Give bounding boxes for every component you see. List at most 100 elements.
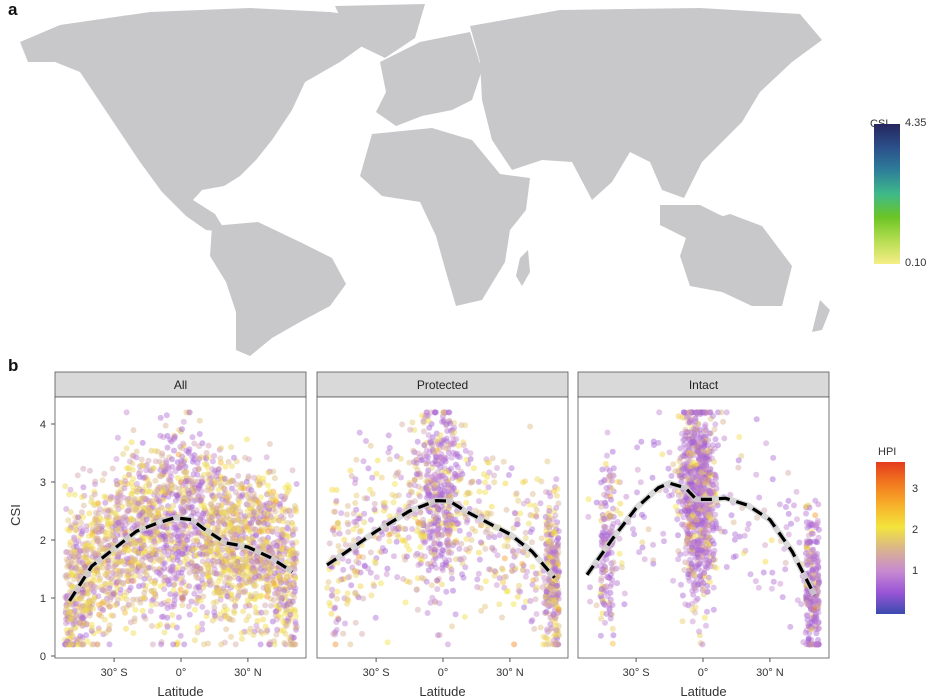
data-point — [98, 613, 105, 620]
data-point — [228, 633, 234, 640]
csi-legend-min: 0.10 — [905, 257, 927, 269]
data-point — [269, 493, 276, 500]
data-point — [703, 622, 709, 629]
data-point — [368, 592, 375, 599]
data-point — [83, 554, 90, 561]
data-point — [292, 621, 299, 627]
data-point — [272, 590, 278, 597]
data-point — [168, 473, 175, 480]
data-point — [537, 624, 544, 631]
data-point — [661, 538, 667, 545]
land-australia — [680, 214, 792, 306]
data-point — [71, 615, 78, 622]
data-point — [248, 557, 255, 564]
data-point — [505, 472, 512, 478]
data-point — [93, 584, 100, 591]
data-point — [386, 531, 393, 538]
data-point — [277, 547, 283, 554]
data-point — [222, 589, 229, 596]
data-point — [645, 526, 652, 533]
data-point — [87, 522, 94, 529]
data-point — [85, 607, 92, 614]
plot-area — [54, 396, 307, 659]
data-point — [205, 508, 212, 515]
data-point — [547, 493, 554, 500]
data-point — [161, 533, 168, 540]
data-point — [276, 586, 283, 593]
data-point — [134, 504, 141, 511]
data-point — [179, 602, 186, 609]
data-point — [503, 588, 510, 595]
data-point — [73, 521, 79, 528]
data-point — [281, 495, 288, 502]
data-point — [274, 626, 281, 633]
data-point — [161, 629, 168, 636]
data-point — [421, 442, 428, 448]
data-point — [171, 447, 177, 454]
data-point — [491, 472, 497, 479]
data-point — [91, 491, 98, 498]
data-point — [782, 504, 789, 510]
data-point — [164, 444, 171, 451]
data-point — [215, 510, 222, 517]
data-point — [149, 551, 156, 558]
data-point — [365, 465, 372, 472]
data-point — [282, 610, 289, 617]
data-point — [293, 623, 300, 630]
data-point — [84, 540, 91, 547]
data-point — [275, 569, 282, 576]
data-point — [602, 461, 609, 467]
data-point — [423, 478, 430, 485]
data-point — [359, 630, 365, 637]
data-point — [211, 612, 218, 619]
data-point — [352, 500, 359, 506]
data-point — [603, 485, 610, 491]
data-point — [402, 599, 409, 606]
data-point — [140, 495, 147, 501]
data-point — [171, 521, 178, 528]
data-point — [272, 608, 279, 615]
data-point — [332, 641, 339, 648]
data-point — [610, 520, 617, 527]
data-point — [223, 626, 230, 633]
data-point — [368, 516, 374, 523]
data-point — [67, 509, 74, 515]
data-point — [391, 528, 398, 535]
data-point — [236, 525, 243, 532]
data-point — [131, 522, 138, 529]
data-point — [215, 578, 222, 585]
data-point — [136, 583, 142, 590]
data-point — [230, 550, 237, 557]
data-point — [283, 602, 290, 609]
data-point — [335, 616, 342, 623]
data-point — [84, 586, 91, 593]
data-point — [504, 537, 511, 544]
data-point — [252, 609, 259, 616]
data-point — [522, 573, 529, 580]
data-point — [160, 434, 167, 441]
data-point — [64, 558, 71, 565]
data-point — [169, 563, 176, 570]
data-point — [216, 479, 223, 486]
data-point — [489, 455, 496, 462]
data-point — [710, 540, 717, 547]
data-point — [445, 530, 451, 537]
data-point — [87, 546, 94, 553]
data-point — [682, 601, 689, 608]
data-point — [270, 597, 277, 604]
data-point — [83, 527, 90, 534]
data-point — [120, 514, 127, 520]
data-point — [552, 512, 559, 519]
data-point — [287, 615, 294, 622]
data-point — [373, 574, 380, 581]
data-point — [338, 510, 345, 517]
data-point — [199, 493, 206, 500]
data-point — [425, 487, 431, 494]
data-point — [287, 637, 294, 644]
data-point — [237, 493, 244, 500]
data-point — [587, 598, 593, 605]
data-point — [199, 626, 206, 633]
data-point — [503, 506, 510, 513]
